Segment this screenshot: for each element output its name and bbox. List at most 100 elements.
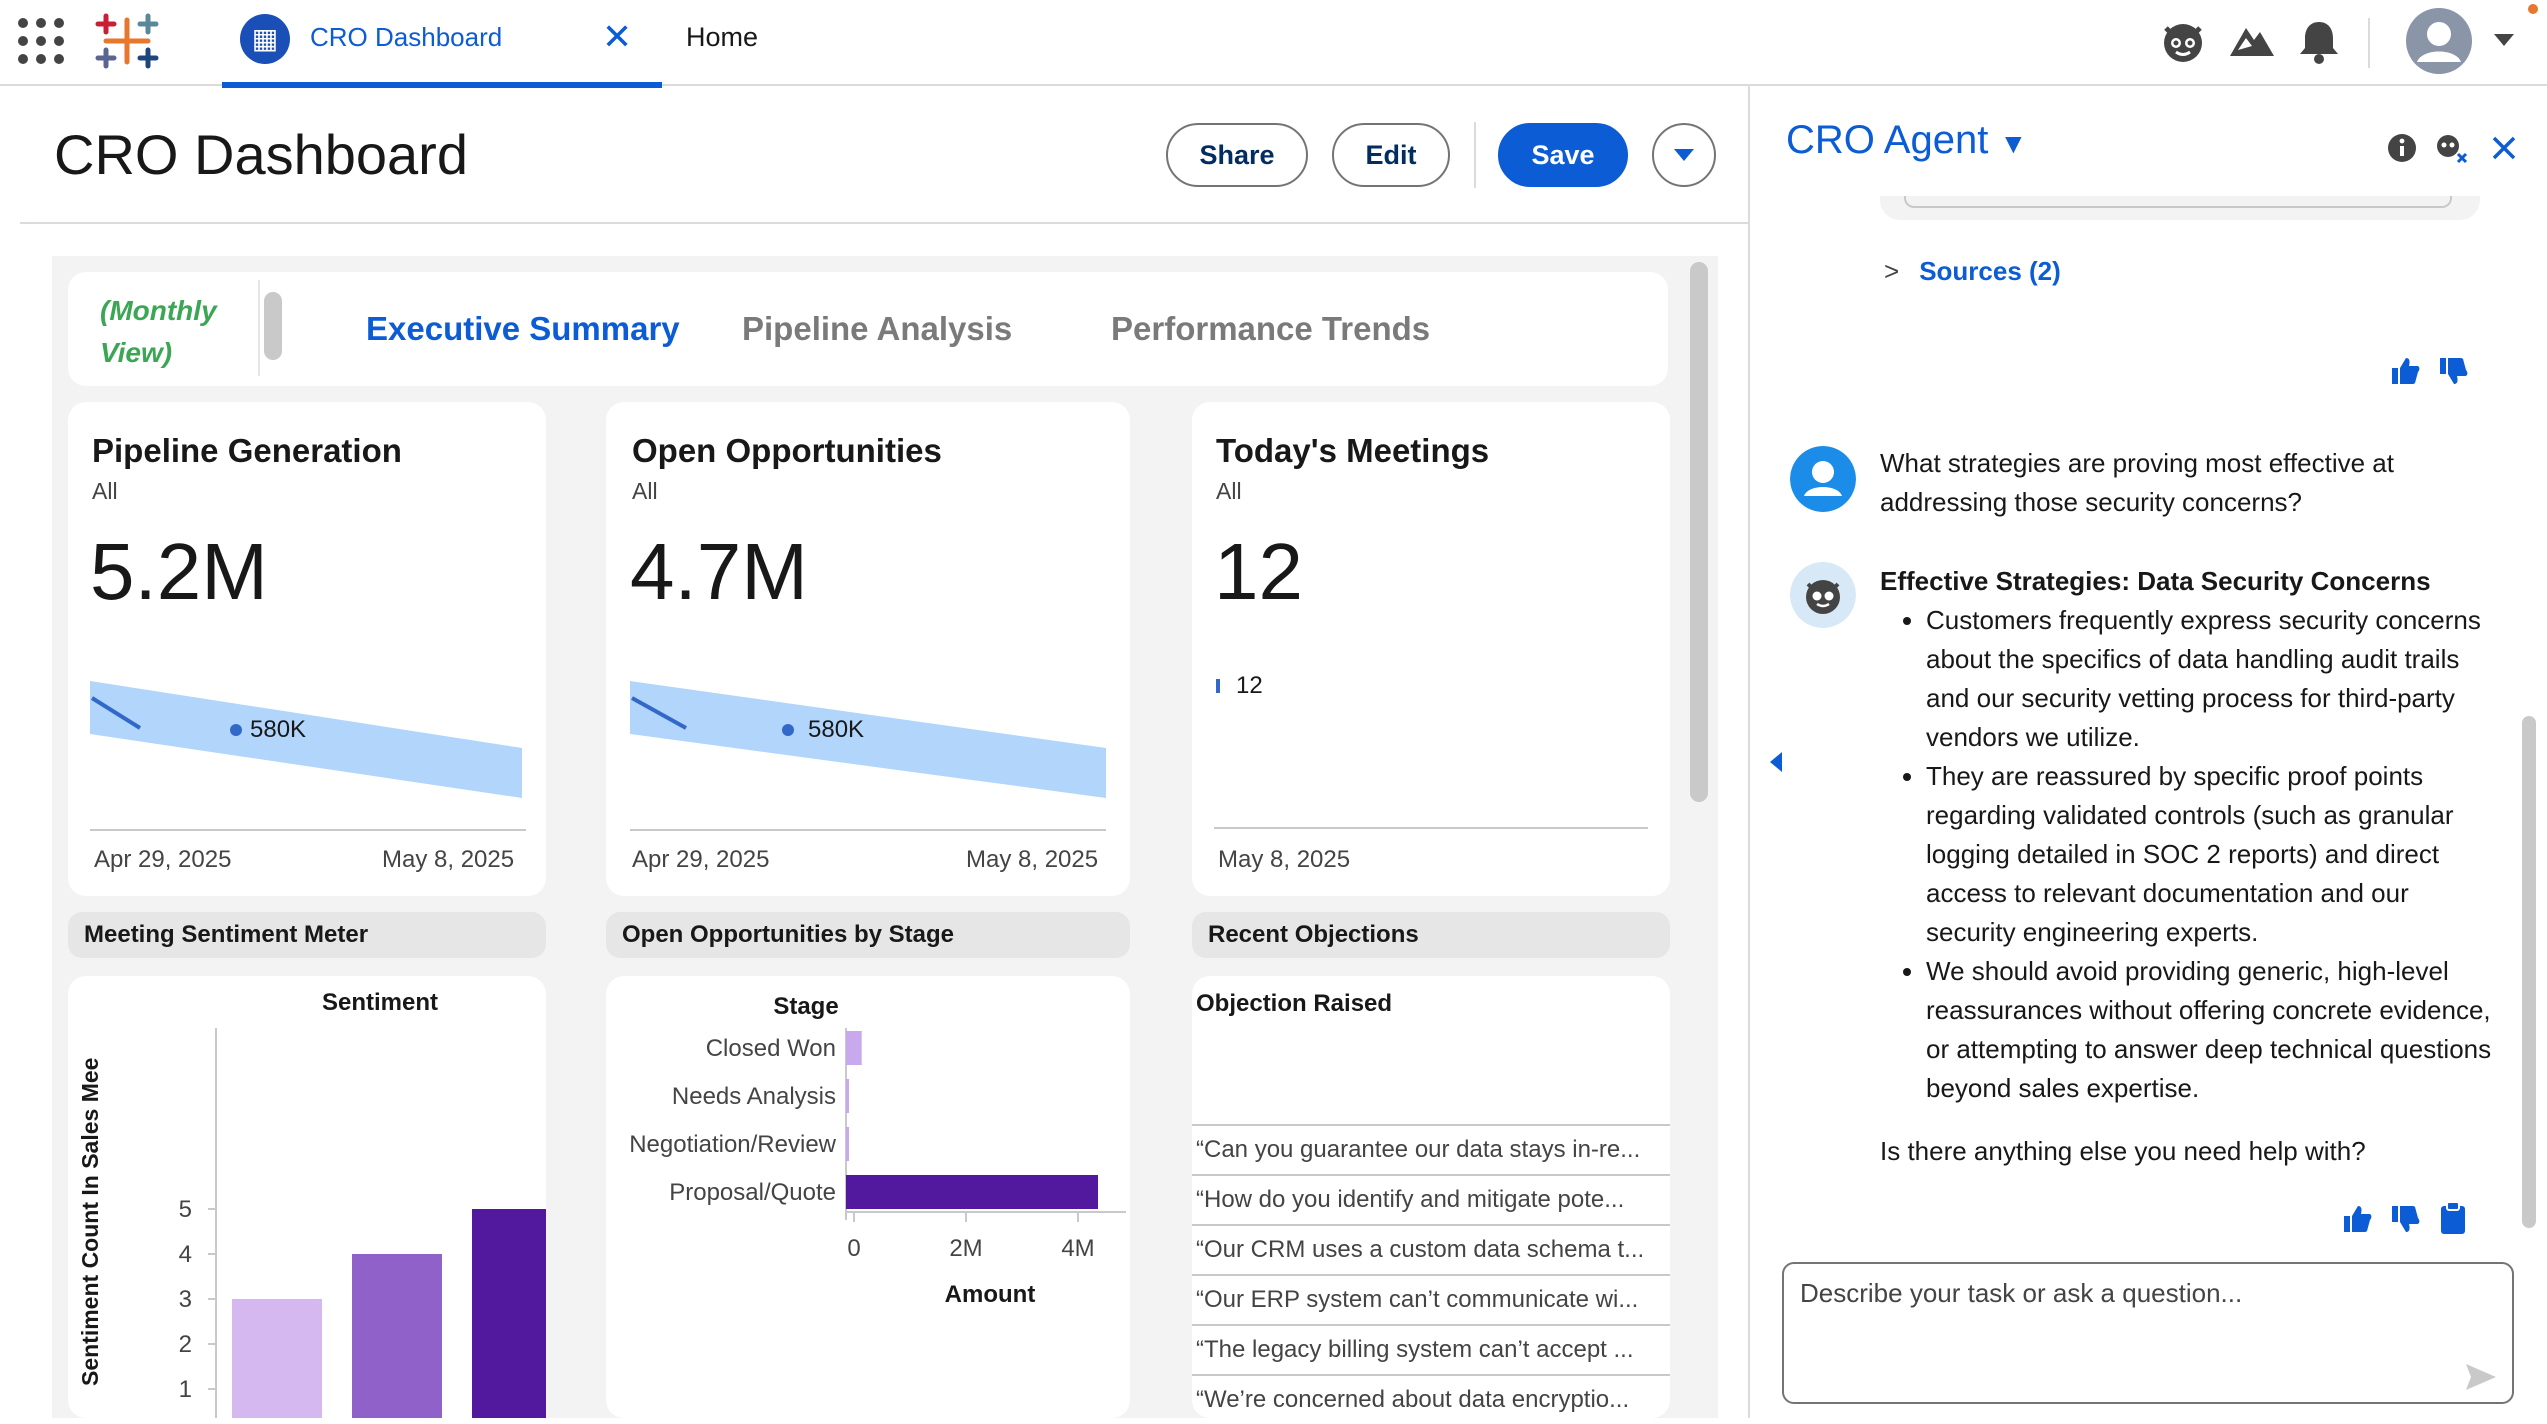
scroll-handle[interactable] (264, 292, 282, 360)
y-tick-label: 3 (179, 1286, 192, 1313)
thumbs-down-icon[interactable] (2388, 1202, 2422, 1236)
stage-bar[interactable] (846, 1175, 1098, 1209)
kpi-title: Today's Meetings (1216, 432, 1490, 469)
tab-label: CRO Dashboard (310, 22, 503, 52)
agent-response: Effective Strategies: Data Security Conc… (1880, 562, 2500, 1108)
agent-title[interactable]: CRO Agent ▼ (1786, 118, 2027, 163)
tableau-logo-icon[interactable] (92, 6, 162, 76)
y-axis-label: Sentiment Count In Sales Mee (77, 1058, 103, 1386)
page-title: CRO Dashboard (54, 123, 468, 186)
trailhead-icon[interactable] (2224, 14, 2278, 68)
category-label: Negotiation/Review (629, 1131, 836, 1158)
x-tick-label: 4M (1061, 1235, 1094, 1262)
tab-performance-trends[interactable]: Performance Trends (1111, 310, 1431, 347)
view-label: (Monthly View) (100, 295, 217, 368)
user-message: What strategies are proving most effecti… (1880, 448, 2394, 517)
response-bullets: Customers frequently express security co… (1880, 601, 2500, 1108)
chevron-right-icon: > (1884, 256, 1900, 286)
sources-label: Sources (2) (1919, 256, 2061, 286)
tab-executive-summary[interactable]: Executive Summary (366, 310, 680, 347)
band-label: 580K (250, 716, 307, 743)
start-date: Apr 29, 2025 (94, 846, 232, 873)
stage-bar[interactable] (846, 1031, 862, 1065)
chevron-down-icon[interactable] (2490, 26, 2518, 54)
objection-row[interactable]: “Our ERP system can’t communicate wi... (1192, 1274, 1670, 1324)
kpi-card-open-opportunities[interactable] (606, 402, 1130, 896)
agent-settings-icon[interactable] (2434, 130, 2470, 166)
global-header: ▦ CRO Dashboard ✕ Home (0, 0, 2547, 88)
kpi-title: Pipeline Generation (92, 432, 402, 469)
sources-toggle[interactable]: > Sources (2) (1884, 256, 2061, 287)
user-avatar-icon[interactable] (2404, 6, 2474, 76)
share-button[interactable]: Share (1166, 123, 1308, 187)
canvas-scrollbar[interactable] (1690, 262, 1708, 802)
header-rule (20, 222, 1750, 224)
objection-row[interactable]: “We’re concerned about data encryptio... (1192, 1374, 1670, 1424)
agent-input-box[interactable] (1782, 1262, 2514, 1404)
sentiment-bar[interactable] (472, 1209, 546, 1418)
sentiment-bar[interactable] (352, 1254, 442, 1418)
chart-title: Stage (773, 993, 838, 1020)
section-stage: Open Opportunities by Stage (606, 912, 1130, 958)
more-actions-button[interactable] (1652, 123, 1716, 187)
thumbs-down-icon[interactable] (2436, 354, 2470, 388)
user-avatar-icon (1790, 446, 1856, 512)
tab-cro-dashboard[interactable]: ▦ CRO Dashboard ✕ (222, 0, 662, 88)
sentiment-bar[interactable] (232, 1299, 322, 1418)
agent-title-text: CRO Agent (1786, 118, 1989, 162)
response-bullet: Customers frequently express security co… (1926, 601, 2500, 757)
kpi-card-todays-meetings[interactable] (1192, 402, 1670, 896)
agent-avatar-icon (1790, 562, 1856, 628)
y-tick-label: 4 (179, 1241, 192, 1268)
info-icon[interactable] (2386, 132, 2418, 164)
y-tick-label: 1 (179, 1376, 192, 1403)
close-icon[interactable] (2488, 132, 2520, 164)
kpi-value: 5.2M (90, 527, 268, 616)
chevron-down-icon: ▼ (1999, 128, 2028, 159)
collapse-panel-icon[interactable] (1766, 750, 1786, 774)
thumbs-up-icon[interactable] (2340, 1202, 2374, 1236)
chart-title: Sentiment (322, 989, 438, 1016)
kpi-card-pipeline-generation[interactable] (68, 402, 546, 896)
agent-input[interactable] (1800, 1278, 2440, 1309)
band-label: 12 (1236, 672, 1263, 699)
sentiment-bar-chart[interactable]: Sentiment Sentiment Count In Sales Mee 1… (68, 976, 546, 1418)
stage-bar[interactable] (846, 1079, 849, 1113)
bell-icon[interactable] (2292, 14, 2346, 68)
previous-message-card (1880, 196, 2480, 220)
y-tick-label: 5 (179, 1196, 192, 1223)
end-date: May 8, 2025 (1218, 846, 1351, 873)
kpi-value: 12 (1214, 527, 1303, 616)
objection-row[interactable]: “Can you guarantee our data stays in-re.… (1192, 1124, 1670, 1174)
objection-row[interactable]: “Our CRM uses a custom data schema t... (1192, 1224, 1670, 1274)
end-date: May 8, 2025 (966, 846, 1099, 873)
section-sentiment: Meeting Sentiment Meter (68, 912, 546, 958)
response-bullet: We should avoid providing generic, high-… (1926, 952, 2500, 1108)
agent-icon[interactable] (2156, 14, 2210, 68)
save-button[interactable]: Save (1498, 123, 1628, 187)
app-launcher-icon[interactable] (18, 18, 64, 64)
band-label: 580K (808, 716, 865, 743)
objection-row[interactable]: “How do you identify and mitigate pote..… (1192, 1174, 1670, 1224)
category-label: Needs Analysis (672, 1083, 836, 1110)
previous-message-box (1904, 196, 2452, 208)
pipeline-trend-chart (90, 681, 526, 831)
stage-bar-chart[interactable]: Stage Closed Won Needs Analysis Negotiatio… (606, 976, 1130, 1418)
close-icon[interactable]: ✕ (602, 16, 633, 57)
agent-scrollbar[interactable] (2522, 716, 2536, 1228)
tab-home[interactable]: Home (686, 22, 759, 52)
objections-header: Objection Raised (1196, 990, 1393, 1017)
opportunities-trend-chart (630, 681, 1106, 831)
thumbs-up-icon[interactable] (2388, 354, 2422, 388)
edit-button[interactable]: Edit (1332, 123, 1450, 187)
copy-icon[interactable] (2436, 1200, 2470, 1236)
stage-bar[interactable] (846, 1127, 849, 1161)
x-tick-label: 0 (847, 1235, 860, 1262)
tab-pipeline-analysis[interactable]: Pipeline Analysis (742, 310, 1013, 347)
x-axis-label: Amount (945, 1281, 1036, 1308)
objection-row[interactable]: “The legacy billing system can’t accept … (1192, 1324, 1670, 1374)
response-heading: Effective Strategies: Data Security Conc… (1880, 566, 2431, 596)
category-label: Closed Won (706, 1035, 836, 1062)
dashboard-icon: ▦ (240, 14, 290, 64)
send-icon[interactable] (2464, 1362, 2498, 1392)
